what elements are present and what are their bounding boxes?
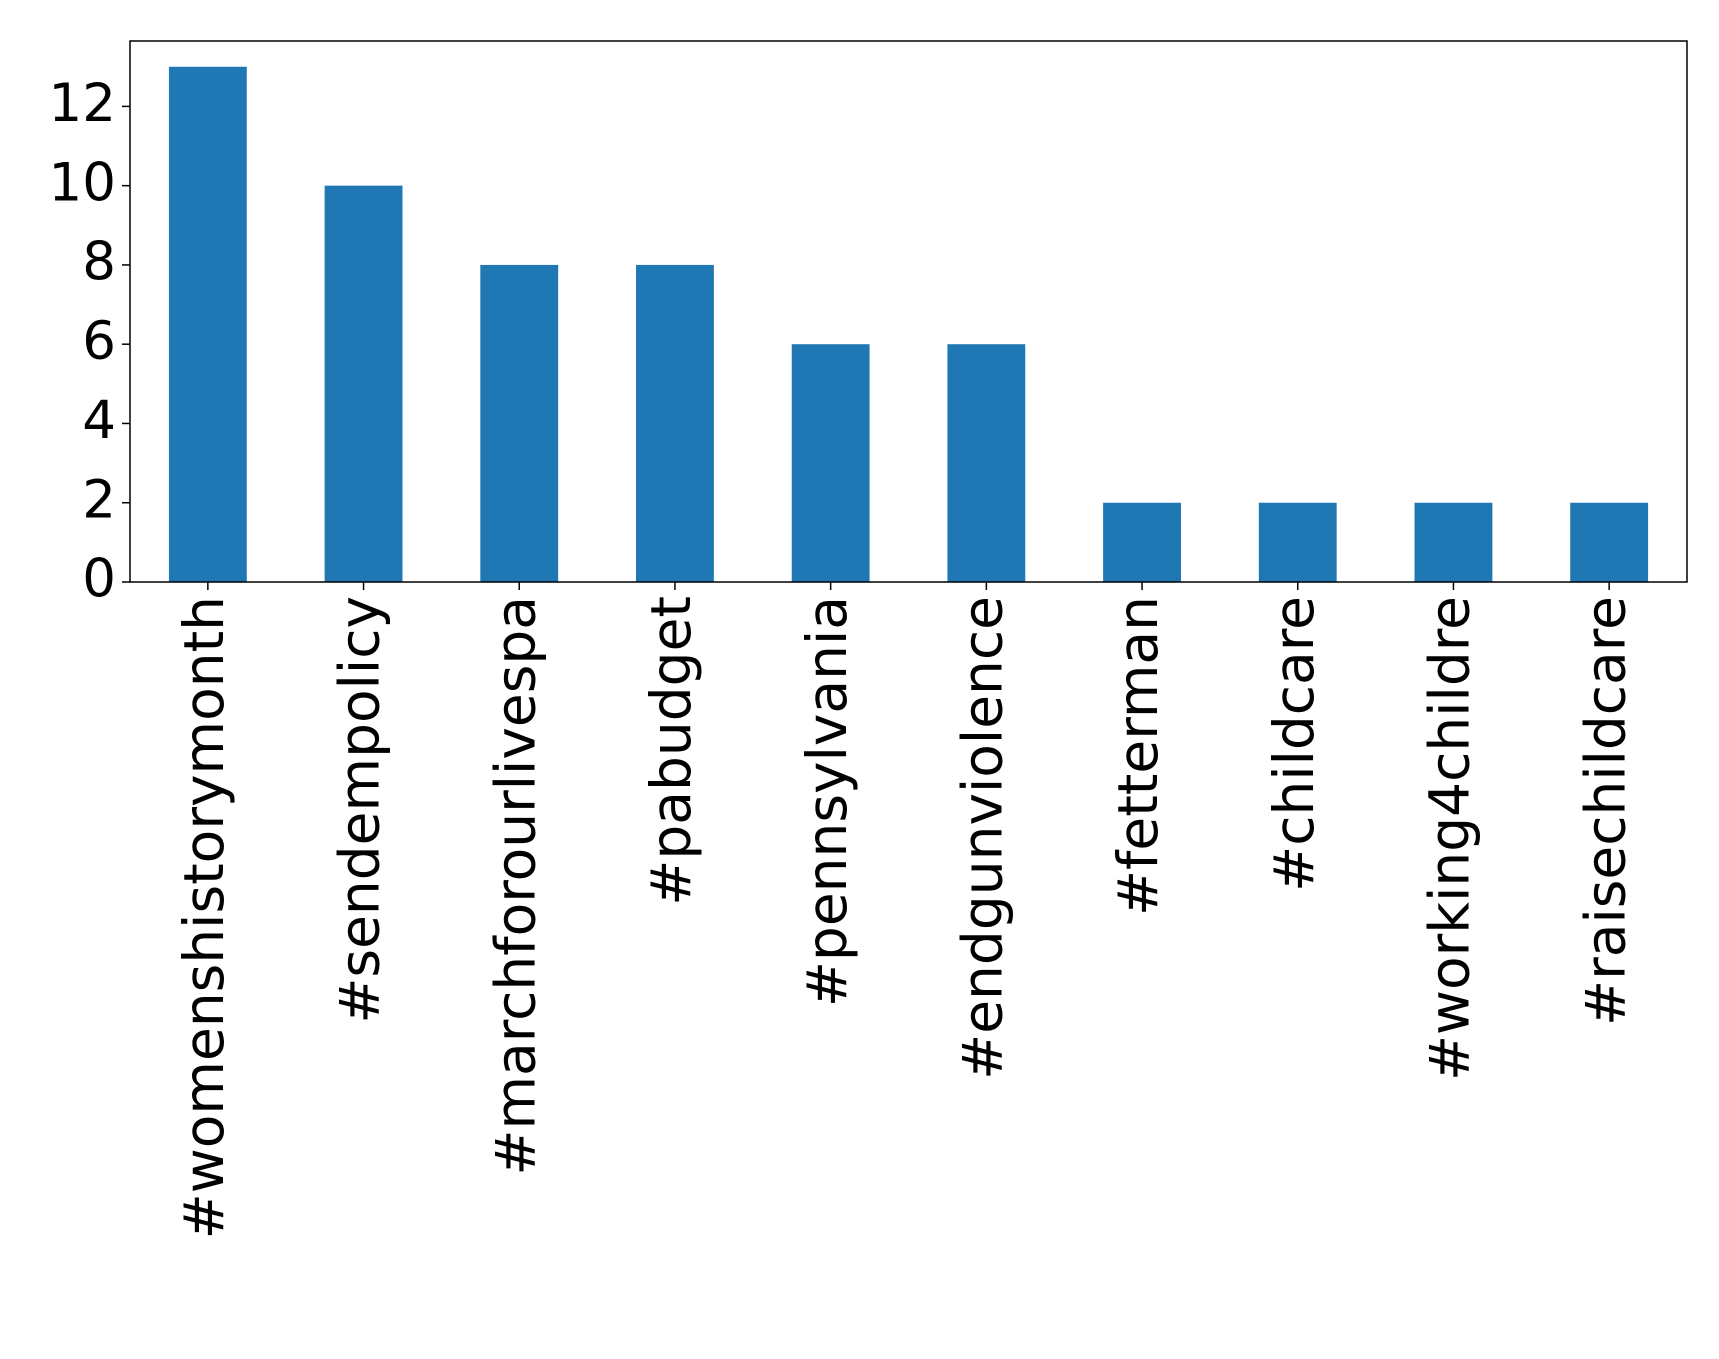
bar bbox=[324, 185, 403, 582]
bar bbox=[947, 344, 1026, 582]
bar bbox=[480, 264, 559, 582]
y-tick-label: 2 bbox=[82, 469, 116, 530]
x-tick-label: #raisechildcare bbox=[1573, 596, 1637, 1026]
y-tick-label: 6 bbox=[82, 311, 116, 372]
bar bbox=[1258, 502, 1337, 582]
y-tick-label: 8 bbox=[82, 232, 116, 293]
y-tick-label: 12 bbox=[49, 73, 116, 134]
bar bbox=[636, 264, 714, 582]
x-tick-label: #pabudget bbox=[639, 596, 703, 906]
y-tick-label: 10 bbox=[49, 152, 116, 213]
x-tick-label: #working4childre bbox=[1418, 596, 1482, 1081]
bar bbox=[1103, 502, 1181, 582]
bar bbox=[1570, 502, 1649, 582]
x-tick-label: #childcare bbox=[1262, 596, 1326, 892]
x-tick-label: #endgunviolence bbox=[950, 596, 1014, 1080]
bar bbox=[1414, 502, 1493, 582]
x-tick-label: #marchforourlivespa bbox=[483, 596, 547, 1176]
x-tick-label: #fetterman bbox=[1106, 596, 1170, 916]
bar bbox=[791, 344, 870, 582]
y-tick-label: 0 bbox=[82, 549, 116, 610]
x-tick-label: #womenshistorymonth bbox=[172, 596, 236, 1239]
plot-frame bbox=[129, 40, 1688, 583]
y-tick-label: 4 bbox=[82, 390, 116, 451]
bar bbox=[168, 66, 247, 582]
x-tick-label: #sendempolicy bbox=[328, 596, 392, 1024]
x-tick-label: #pennsylvania bbox=[795, 596, 859, 1007]
